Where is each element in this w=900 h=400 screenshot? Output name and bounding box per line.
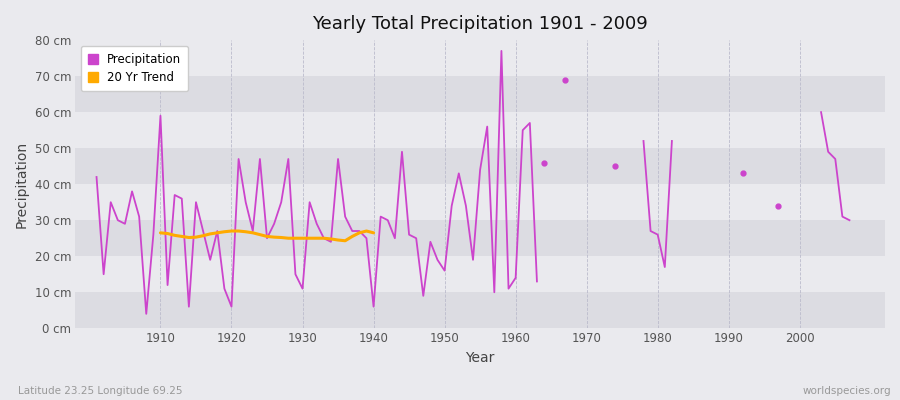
Legend: Precipitation, 20 Yr Trend: Precipitation, 20 Yr Trend bbox=[81, 46, 188, 91]
Bar bbox=[76, 256, 885, 292]
Title: Yearly Total Precipitation 1901 - 2009: Yearly Total Precipitation 1901 - 2009 bbox=[312, 15, 648, 33]
X-axis label: Year: Year bbox=[465, 351, 495, 365]
Bar bbox=[76, 40, 885, 76]
Bar bbox=[76, 112, 885, 148]
Bar bbox=[76, 184, 885, 220]
Bar bbox=[76, 292, 885, 328]
Text: Latitude 23.25 Longitude 69.25: Latitude 23.25 Longitude 69.25 bbox=[18, 386, 183, 396]
Bar bbox=[76, 220, 885, 256]
Text: worldspecies.org: worldspecies.org bbox=[803, 386, 891, 396]
Bar bbox=[76, 148, 885, 184]
Y-axis label: Precipitation: Precipitation bbox=[15, 141, 29, 228]
Bar bbox=[76, 76, 885, 112]
